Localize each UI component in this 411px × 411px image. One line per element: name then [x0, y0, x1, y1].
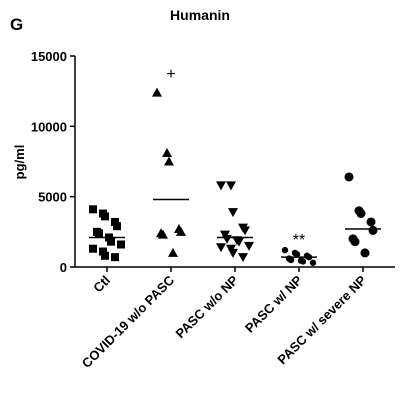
point — [95, 229, 103, 238]
point — [158, 229, 168, 239]
panel-label: G — [10, 15, 23, 34]
point — [344, 172, 354, 182]
point — [216, 181, 226, 191]
point — [162, 148, 172, 158]
point — [101, 251, 109, 260]
point — [176, 226, 186, 236]
y-tick-label: 15000 — [31, 49, 67, 64]
point — [360, 248, 370, 258]
point — [228, 208, 238, 218]
annotation: + — [166, 66, 175, 83]
point — [89, 205, 97, 214]
point — [99, 247, 107, 256]
point — [234, 237, 244, 247]
x-tick-label: PASC w/o NP — [172, 272, 241, 341]
point — [89, 244, 97, 253]
point — [216, 243, 226, 253]
point — [222, 234, 232, 244]
point — [111, 253, 119, 262]
point — [244, 241, 254, 251]
point — [152, 87, 162, 97]
annotation: ** — [293, 232, 305, 249]
point — [293, 251, 301, 258]
point — [368, 225, 378, 235]
point — [366, 217, 376, 227]
point — [356, 209, 366, 219]
point — [299, 258, 307, 265]
point — [287, 256, 295, 264]
y-tick-label: 10000 — [31, 119, 67, 134]
point — [238, 253, 248, 263]
point — [113, 222, 121, 231]
point — [309, 259, 317, 266]
point — [111, 217, 119, 226]
x-tick-label: PASC w/ NP — [242, 272, 305, 335]
point — [168, 247, 178, 257]
point — [164, 156, 174, 166]
point — [228, 248, 238, 258]
point — [101, 212, 109, 221]
y-tick-label: 5000 — [38, 190, 67, 205]
point — [226, 181, 236, 191]
y-axis-label: pg/ml — [12, 145, 27, 180]
y-tick-label: 0 — [60, 260, 67, 275]
point — [107, 237, 115, 246]
point — [117, 240, 125, 249]
chart-title: Humanin — [170, 7, 230, 23]
point — [350, 237, 360, 247]
point — [240, 226, 250, 236]
x-tick-label: Ctl — [90, 273, 113, 296]
point — [281, 246, 289, 254]
